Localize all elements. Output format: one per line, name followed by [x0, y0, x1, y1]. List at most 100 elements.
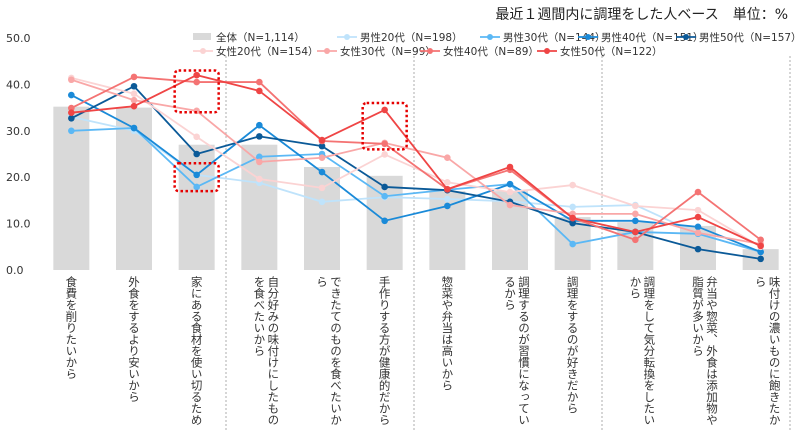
legend-item: 女性20代（N=154） [193, 45, 319, 58]
chart-title: 最近１週間内に調理をした人ベース 単位：% [495, 7, 788, 23]
data-point [632, 217, 639, 225]
data-point [381, 192, 388, 200]
y-tick-label: 0.0 [6, 264, 24, 277]
data-point [632, 236, 639, 244]
bar-series [53, 106, 779, 270]
data-point [130, 73, 138, 81]
highlight-box [173, 69, 220, 114]
data-point [444, 202, 451, 210]
data-point [68, 91, 75, 99]
data-point [256, 87, 263, 95]
legend-marker [487, 34, 493, 40]
data-point [506, 180, 514, 188]
series-line [71, 116, 761, 253]
bar [116, 107, 152, 270]
legend-label: 女性50代（N=122） [560, 45, 663, 58]
data-point [68, 109, 75, 117]
x-tick-label: 弁当や惣菜、外食は添加物や脂質が多いから [691, 276, 719, 426]
x-tick-label: 調理をするのが好きだから [565, 276, 580, 414]
data-point [130, 102, 138, 110]
data-point [318, 154, 326, 162]
data-point [193, 78, 200, 86]
x-tick-label: できたてのものを食べたいから [315, 276, 343, 426]
data-point [381, 151, 388, 158]
data-point [694, 223, 702, 231]
data-point [694, 229, 702, 237]
legend-item: 女性50代（N=122） [537, 45, 663, 58]
data-point [256, 78, 263, 86]
legend-item: 女性30代（N=99） [317, 45, 436, 58]
data-point [318, 142, 326, 150]
data-point [193, 171, 200, 179]
data-point [632, 228, 639, 236]
legend-label: 女性40代（N=89） [443, 45, 539, 58]
data-point [757, 242, 764, 250]
data-point [318, 198, 326, 206]
data-point [569, 219, 576, 227]
series-line [71, 77, 762, 248]
data-point [444, 154, 451, 162]
bar [304, 166, 340, 270]
x-tick-label: 調理するのが習慣になっているから [503, 276, 531, 426]
data-point [318, 136, 326, 144]
legend-label: 全体（N=1,114） [216, 31, 305, 44]
legend-marker [427, 48, 433, 54]
legend-marker [544, 48, 550, 54]
data-point [757, 248, 764, 256]
legend: 全体（N=1,114） 男性20代（N=198） 男性30代（N=144）男性40代… [193, 31, 800, 58]
data-point [68, 104, 75, 112]
data-point [193, 150, 200, 158]
x-tick-label: 味付けの濃いものに飽きたから [753, 276, 782, 426]
legend-label: 男性20代（N=198） [360, 31, 463, 44]
data-point [757, 236, 764, 244]
data-point [130, 82, 138, 90]
legend-label: 男性30代（N=144） [503, 31, 606, 44]
legend-item: 男性30代（N=144） [480, 31, 606, 44]
x-tick-label: 外食をするより安いから [127, 276, 141, 403]
x-tick-label: 調理をして気分転換をしたいから [628, 276, 657, 426]
data-point [569, 240, 576, 248]
data-point [130, 96, 138, 104]
legend-marker [585, 34, 591, 40]
series-line [70, 85, 761, 260]
data-point [506, 201, 514, 209]
data-point [130, 124, 138, 132]
legend-item: 全体（N=1,114） [193, 31, 305, 44]
highlight-box [173, 162, 220, 193]
line-series [68, 71, 764, 263]
x-tick-label: 自分好みの味付けにしたものを食べたいから [252, 276, 281, 426]
data-point [68, 114, 75, 122]
legend-swatch [193, 33, 211, 40]
data-point [569, 214, 576, 222]
data-point [444, 179, 451, 186]
x-tick-label: 家にある食材を使い切るため [189, 276, 204, 426]
legend-marker [324, 48, 330, 54]
data-point [381, 140, 388, 148]
data-point [381, 217, 388, 225]
series-line [70, 94, 762, 253]
legend-marker [344, 34, 350, 40]
legend-item: 男性40代（N=151） [578, 31, 704, 44]
data-point [256, 121, 263, 129]
data-point [506, 188, 514, 196]
data-point [193, 133, 200, 141]
data-point [318, 168, 326, 176]
data-point [569, 203, 576, 211]
series-line [71, 127, 761, 253]
legend-item: 女性40代（N=89） [420, 45, 539, 58]
highlight-boxes [173, 69, 408, 193]
data-point [256, 158, 263, 166]
data-point [256, 153, 263, 161]
data-point [694, 188, 702, 196]
legend-item: 男性50代（N=157） [676, 31, 800, 44]
y-tick-label: 40.0 [6, 78, 31, 91]
data-point [757, 255, 764, 263]
data-point [444, 195, 451, 203]
data-point [68, 127, 75, 135]
x-tick-label: 手作りする方が健康的だから [377, 276, 392, 426]
series-line [71, 78, 761, 245]
data-point [444, 185, 451, 193]
data-point [694, 206, 702, 214]
data-point [193, 71, 200, 79]
